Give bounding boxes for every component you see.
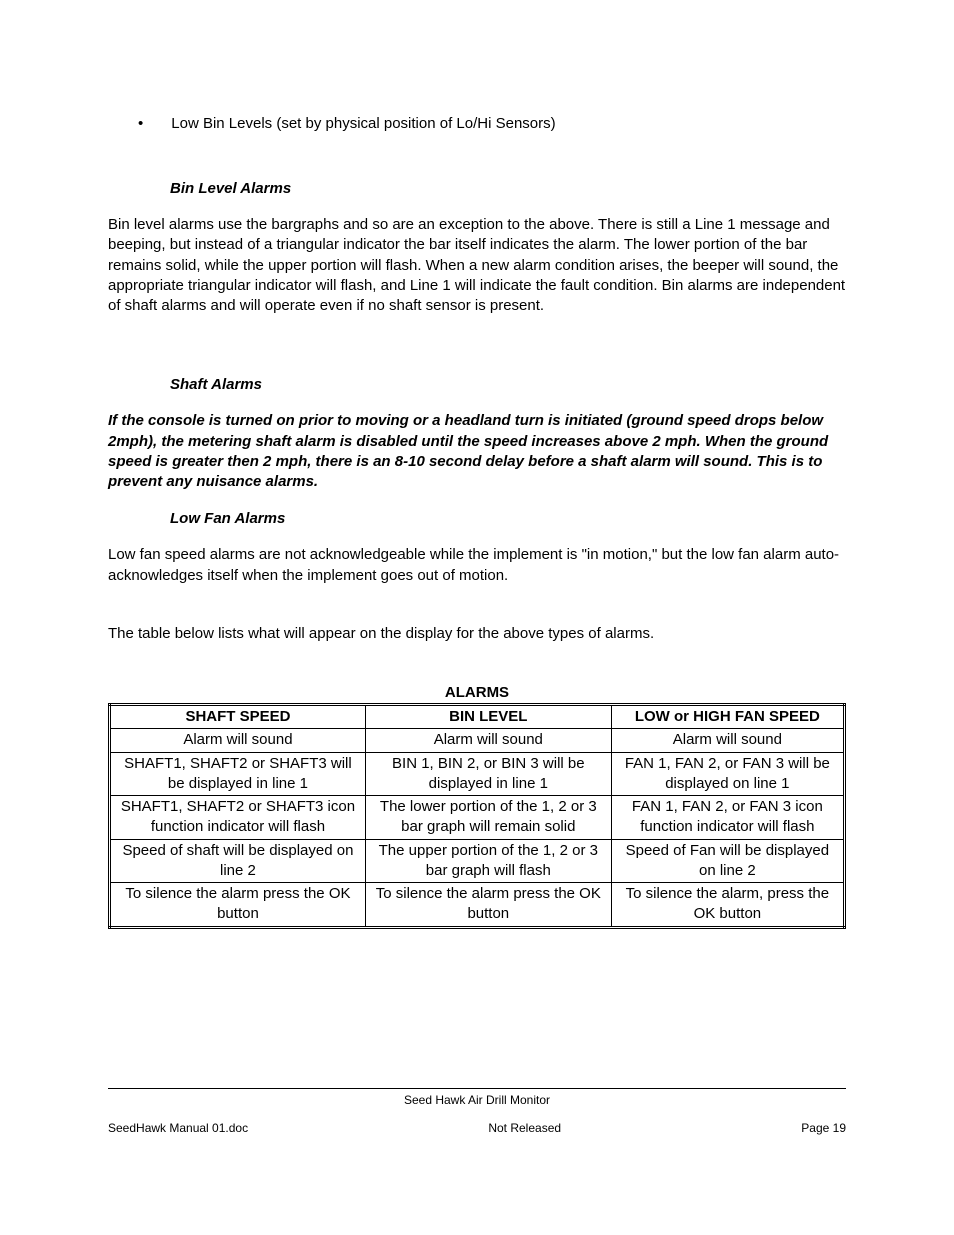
- para-bin-level: Bin level alarms use the bargraphs and s…: [108, 215, 846, 316]
- table-cell: Speed of Fan will be displayed on line 2: [611, 839, 844, 883]
- table-cell: SHAFT1, SHAFT2 or SHAFT3 icon function i…: [110, 796, 366, 840]
- bullet-text: Low Bin Levels (set by physical position…: [171, 115, 555, 132]
- table-cell: Speed of shaft will be displayed on line…: [110, 839, 366, 883]
- table-header: SHAFT SPEED: [110, 705, 366, 729]
- para-low-fan: Low fan speed alarms are not acknowledge…: [108, 545, 846, 586]
- table-cell: To silence the alarm press the OK button: [365, 883, 611, 928]
- table-row: Alarm will sound Alarm will sound Alarm …: [110, 729, 845, 752]
- bullet-icon: •: [138, 115, 143, 132]
- para-table-intro: The table below lists what will appear o…: [108, 624, 846, 644]
- table-cell: FAN 1, FAN 2, or FAN 3 will be displayed…: [611, 752, 844, 796]
- table-cell: To silence the alarm press the OK button: [110, 883, 366, 928]
- footer-mid: Not Released: [488, 1121, 561, 1135]
- table-row: SHAFT1, SHAFT2 or SHAFT3 icon function i…: [110, 796, 845, 840]
- table-cell: Alarm will sound: [365, 729, 611, 752]
- table-row: Speed of shaft will be displayed on line…: [110, 839, 845, 883]
- para-shaft: If the console is turned on prior to mov…: [108, 411, 846, 492]
- heading-shaft: Shaft Alarms: [170, 376, 846, 393]
- table-header: LOW or HIGH FAN SPEED: [611, 705, 844, 729]
- table-cell: The upper portion of the 1, 2 or 3 bar g…: [365, 839, 611, 883]
- footer-left: SeedHawk Manual 01.doc: [108, 1121, 248, 1135]
- footer-center: Seed Hawk Air Drill Monitor: [108, 1093, 846, 1107]
- page: • Low Bin Levels (set by physical positi…: [0, 0, 954, 1235]
- table-cell: The lower portion of the 1, 2 or 3 bar g…: [365, 796, 611, 840]
- heading-low-fan: Low Fan Alarms: [170, 510, 846, 527]
- table-cell: SHAFT1, SHAFT2 or SHAFT3 will be display…: [110, 752, 366, 796]
- table-cell: Alarm will sound: [611, 729, 844, 752]
- table-header-row: SHAFT SPEED BIN LEVEL LOW or HIGH FAN SP…: [110, 705, 845, 729]
- table-cell: Alarm will sound: [110, 729, 366, 752]
- bullet-item: • Low Bin Levels (set by physical positi…: [138, 115, 846, 132]
- table-row: To silence the alarm press the OK button…: [110, 883, 845, 928]
- table-row: SHAFT1, SHAFT2 or SHAFT3 will be display…: [110, 752, 845, 796]
- table-cell: BIN 1, BIN 2, or BIN 3 will be displayed…: [365, 752, 611, 796]
- page-footer: Seed Hawk Air Drill Monitor SeedHawk Man…: [108, 1088, 846, 1135]
- heading-bin-level: Bin Level Alarms: [170, 180, 846, 197]
- table-cell: To silence the alarm, press the OK butto…: [611, 883, 844, 928]
- table-title: ALARMS: [108, 684, 846, 701]
- footer-right: Page 19: [801, 1121, 846, 1135]
- footer-divider: [108, 1088, 846, 1089]
- alarms-table: SHAFT SPEED BIN LEVEL LOW or HIGH FAN SP…: [108, 703, 846, 929]
- table-header: BIN LEVEL: [365, 705, 611, 729]
- table-cell: FAN 1, FAN 2, or FAN 3 icon function ind…: [611, 796, 844, 840]
